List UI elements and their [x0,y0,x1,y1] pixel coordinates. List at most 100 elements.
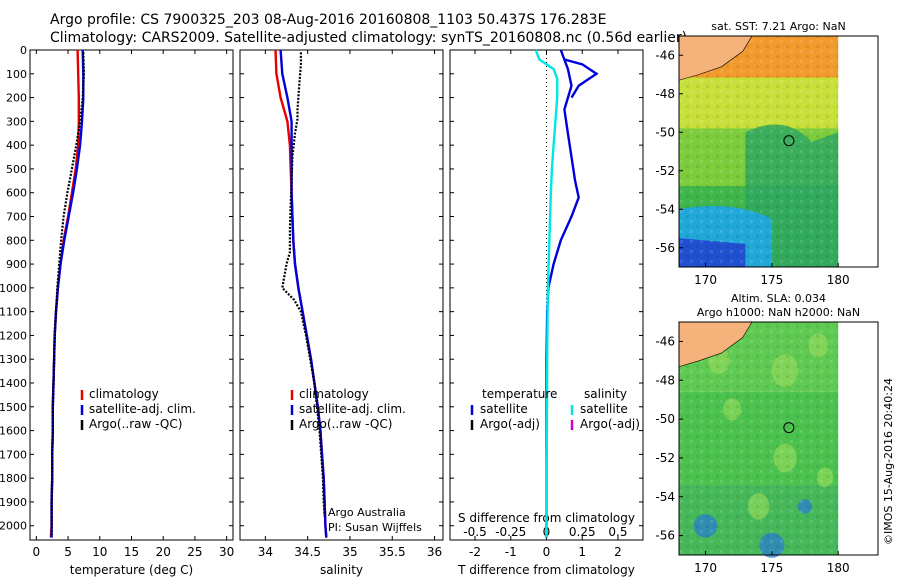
profile-panel-salinity: 34 34.5 35 35.5 36 salinity climatologysatelli… [239,49,444,577]
map-y-tick-label: -56 [655,241,675,255]
x-tick-label: 5 [64,545,72,559]
y-tick-label: 1500 [0,401,27,414]
imos-timestamp: ©IMOS 15-Aug-2016 20:40:24 [882,378,895,545]
s-tick-label: 0.25 [569,525,596,539]
map-y-tick-label: -46 [655,48,675,62]
y-tick-label: 600 [6,187,27,200]
header-line1: Argo profile: CS 7900325_203 08-Aug-2016… [50,12,607,28]
s-tick-label: -0.5 [463,525,486,539]
map-x-tick-label: 175 [760,273,783,287]
credit-line: PI: Susan Wijffels [328,521,422,534]
legend-label: climatology [89,387,159,401]
x-axis-label: temperature (deg C) [70,563,193,577]
x-tick-label: 1 [578,545,586,559]
map-subtitle: Argo h1000: NaN h2000: NaN [697,306,860,319]
y-tick-label: 1400 [0,377,27,390]
series-line-argo-raw-qc- [50,52,86,536]
map-x-tick-label: 170 [694,273,717,287]
series-line-argo-raw-qc- [281,52,326,517]
y-tick-label: 1300 [0,353,27,366]
map-y-tick-label: -50 [655,125,675,139]
x-tick-label: 35.5 [379,545,406,559]
map-title: sat. SST: 7.21 Argo: NaN [711,20,845,33]
plot-frame [239,49,444,541]
legend-label: satellite [480,402,528,416]
map-y-tick-label: -50 [655,412,675,426]
y-tick-label: 700 [6,211,27,224]
map-x-tick-label: 170 [694,561,717,575]
legend-label: Argo(..raw -QC) [299,417,392,431]
argo-position-marker [783,422,795,434]
x-tick-label: 10 [92,545,107,559]
legend-label: climatology [299,387,369,401]
y-tick-label: 1600 [0,425,27,438]
map-y-tick-label: -48 [655,87,675,101]
y-tick-label: 300 [6,115,27,128]
legend-title-salinity: salinity [584,387,627,401]
map-y-tick-label: -52 [655,164,675,178]
y-tick-label: 900 [6,258,27,271]
x-tick-label: 34 [258,545,273,559]
map-x-tick-label: 175 [760,561,783,575]
field-texture [679,36,839,267]
x-tick-label: -1 [505,545,517,559]
s-tick-label: 0.5 [608,525,627,539]
map-y-tick-label: -48 [655,373,675,387]
x-tick-label: 30 [219,545,234,559]
legend-label: satellite [580,402,628,416]
map-y-tick-label: -52 [655,451,675,465]
y-tick-label: 0 [20,44,27,57]
x-tick-label: 15 [124,545,139,559]
legend-label: Argo(-adj) [580,417,640,431]
legend-title-temperature: temperature [482,387,557,401]
map-frame [678,321,879,556]
map-x-tick-label: 180 [827,561,850,575]
y-tick-label: 1900 [0,496,27,509]
y-tick-label: 800 [6,234,27,247]
y-tick-label: 500 [6,163,27,176]
y-tick-label: 200 [6,92,27,105]
x-tick-label: 36 [427,545,442,559]
y-tick-label: 1700 [0,448,27,461]
y-tick-label: 1000 [0,282,27,295]
x-tick-label: 35 [342,545,357,559]
x-tick-label: 0 [33,545,41,559]
y-tick-label: 100 [6,68,27,81]
y-tick-label: 1800 [0,472,27,485]
map-y-tick-label: -54 [655,202,675,216]
y-tick-label: 1200 [0,329,27,342]
map-frame [678,35,879,268]
map-y-tick-label: -54 [655,490,675,504]
credit-line: Argo Australia [328,506,406,519]
series-line-salinity-satellite [534,49,559,538]
x-tick-label: 34.5 [294,545,321,559]
legend-label: satellite-adj. clim. [299,402,406,416]
y-tick-label: 1100 [0,306,27,319]
s-tick-label: -0.25 [495,525,526,539]
y-tick-label: 2000 [0,520,27,533]
header-line2: Climatology: CARS2009. Satellite-adjuste… [50,30,688,46]
x-tick-label: -2 [469,545,481,559]
profile-panel-temperature: 0100200300400500600700800900100011001200… [0,44,234,577]
series-line-salinity-satellite-excursion [564,58,599,99]
y-tick-label: 400 [6,139,27,152]
x-axis-label: salinity [320,563,363,577]
map-panel-sla_map: -46 -48 -50 -52 -54 -56 170 175 180 Altim. SLA: 0… [655,292,879,575]
map-x-tick-label: 180 [827,273,850,287]
x-tick-label: 2 [614,545,622,559]
legend-label: Argo(-adj) [480,417,540,431]
legend-label: Argo(..raw -QC) [89,417,182,431]
map-y-tick-label: -46 [655,334,675,348]
x-tick-label: 0 [543,545,551,559]
plot-frame [29,49,234,541]
x-axis-label: T difference from climatology [457,563,635,577]
field-texture [679,322,839,555]
x-tick-label: 25 [187,545,202,559]
profile-panel-difference: T difference from climatology -2 -1 0 1 2 -0.5… [449,49,644,577]
map-title: Altim. SLA: 0.034 [731,292,826,305]
map-panel-sst_map: -46 -48 -50 -52 -54 -56 170 175 180 sat. SST: 7.2… [655,20,879,287]
x-tick-label: 20 [156,545,171,559]
argo-position-marker [783,135,795,147]
legend-label: satellite-adj. clim. [89,402,196,416]
